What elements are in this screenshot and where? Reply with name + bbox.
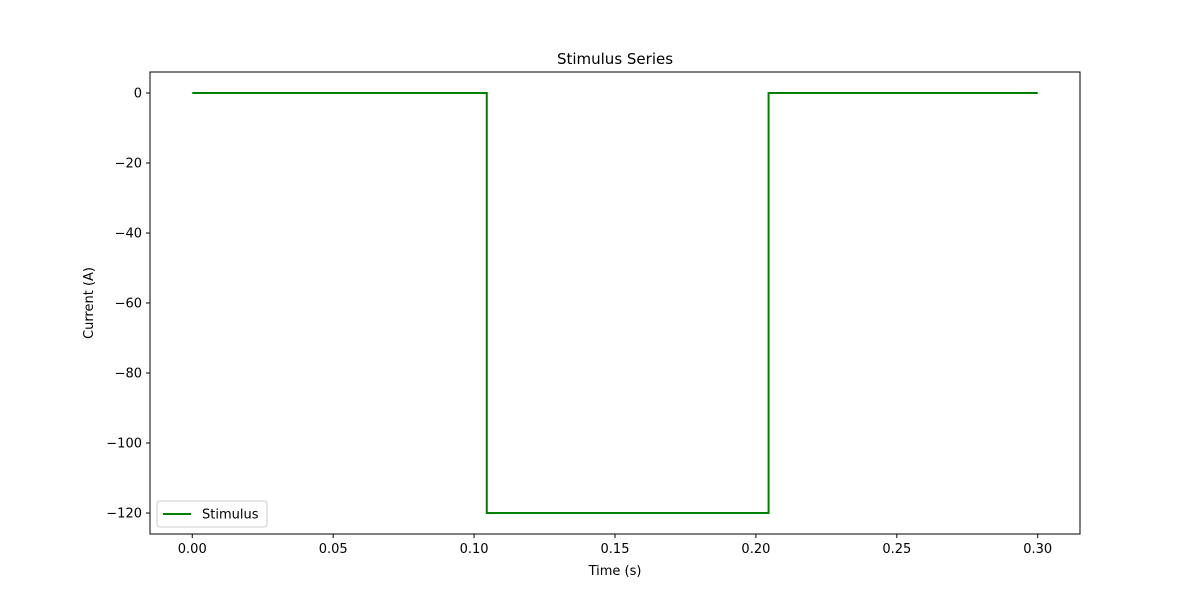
- legend-box: [156, 500, 268, 528]
- x-tick-label: 0.10: [460, 542, 489, 557]
- y-tick-label: −120: [106, 507, 142, 522]
- plot-frame: [149, 71, 1081, 535]
- x-tick-label: 0.15: [601, 542, 630, 557]
- legend: Stimulus: [156, 500, 268, 528]
- y-tick-label: −100: [106, 437, 142, 452]
- ticks-layer: 0.00 0.05 0.10 0.15 0.20 0.25 0.30 0 −20 −40 −60 −8…: [106, 87, 1052, 558]
- y-tick-label: 0: [134, 87, 142, 102]
- series-line-stimulus: [192, 92, 1038, 514]
- series-layer: [192, 92, 1038, 514]
- y-tick-label: −80: [115, 367, 142, 382]
- y-axis-label: Current (A): [82, 267, 97, 339]
- y-tick-label: −40: [115, 227, 142, 242]
- y-tick-label: −60: [115, 297, 142, 312]
- legend-label-stimulus: Stimulus: [202, 508, 259, 523]
- x-tick-label: 0.25: [882, 542, 911, 557]
- x-tick-label: 0.00: [178, 542, 207, 557]
- chart-title: Stimulus Series: [557, 50, 673, 68]
- x-tick-label: 0.20: [741, 542, 770, 557]
- x-tick-label: 0.30: [1023, 542, 1052, 557]
- x-axis-label: Time (s): [588, 564, 642, 579]
- y-tick-label: −20: [115, 157, 142, 172]
- x-tick-label: 0.05: [319, 542, 348, 557]
